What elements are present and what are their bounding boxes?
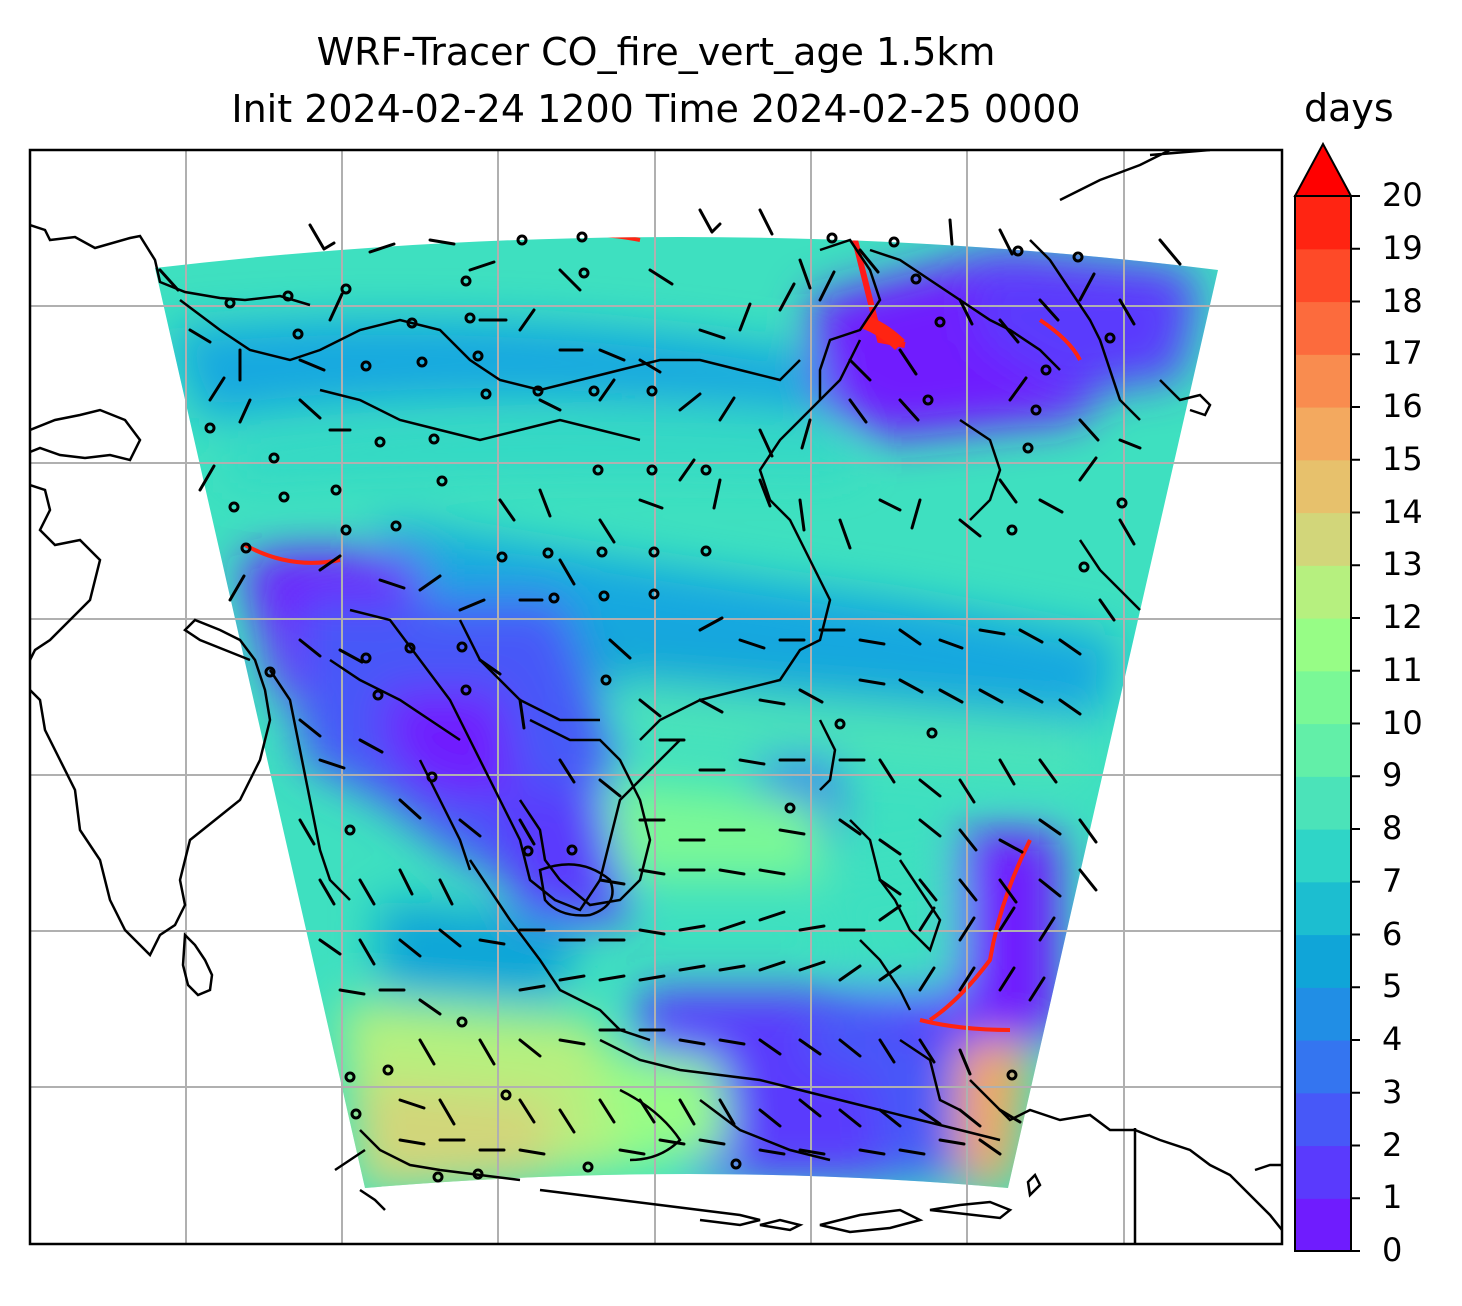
colorbar-segment (1295, 459, 1351, 514)
colorbar-tick-label: 9 (1382, 756, 1403, 795)
colorbar-tick-label: 2 (1382, 1125, 1403, 1164)
wind-barbs (158, 208, 1182, 1156)
colorbar-tick-label: 13 (1382, 545, 1423, 584)
colorbar-tick-label: 12 (1382, 598, 1423, 636)
chart-title-line1: WRF-Tracer CO_fire_vert_age 1.5km (316, 30, 996, 74)
colorbar-tick-label: 18 (1382, 281, 1423, 320)
chart-title-line2: Init 2024-02-24 1200 Time 2024-02-25 000… (231, 87, 1081, 131)
colorbar-segment (1295, 1198, 1351, 1252)
colorbar-tick-label: 1 (1382, 1178, 1403, 1217)
colorbar-segment (1295, 1040, 1351, 1094)
colorbar-tick-label: 3 (1382, 1072, 1403, 1111)
colorbar-segment (1295, 565, 1351, 619)
colorbar-segment (1295, 407, 1351, 461)
colorbar-label: days (1304, 86, 1394, 130)
colorbar-segment (1295, 881, 1351, 936)
colorbar-tick-label: 15 (1382, 439, 1423, 478)
colorbar-segment (1295, 512, 1351, 566)
colorbar-tick-label: 11 (1382, 650, 1423, 689)
colorbar-tick-label: 20 (1382, 176, 1423, 214)
colorbar-tick-label: 8 (1382, 809, 1403, 847)
colorbar-segment (1295, 354, 1351, 408)
calm-wind-circles (204, 231, 1128, 1183)
colorbar-segment (1295, 1145, 1351, 1199)
colorbar-extend-arrow (1293, 141, 1353, 197)
colorbar-segment (1295, 618, 1351, 672)
colorbar-tick-label: 16 (1382, 387, 1423, 425)
colorbar-tick-label: 5 (1382, 967, 1403, 1006)
colorbar-segment (1295, 301, 1351, 355)
colorbar-segment (1295, 723, 1351, 777)
coastlines (30, 150, 1282, 1244)
colorbar-tick-label: 14 (1382, 492, 1423, 531)
colorbar-segment (1295, 987, 1351, 1041)
colorbar-segment (1295, 196, 1351, 250)
colorbar-segment (1295, 934, 1351, 988)
colorbar-segment (1295, 829, 1351, 883)
colorbar-tick-label: 7 (1382, 861, 1403, 900)
tracer-field (155, 236, 1218, 1188)
colorbar-segment (1295, 1092, 1351, 1147)
colorbar-tick-label: 4 (1382, 1020, 1403, 1058)
colorbar-tick-label: 19 (1382, 228, 1423, 267)
colorbar (1293, 141, 1360, 1252)
colorbar-segment (1295, 776, 1351, 830)
colorbar-tick-label: 0 (1382, 1231, 1403, 1269)
colorbar-tick-label: 17 (1382, 334, 1423, 373)
colorbar-tick-label: 10 (1382, 703, 1423, 742)
colorbar-tick-label: 6 (1382, 914, 1403, 953)
map-frame (28, 148, 1284, 1246)
colorbar-segment (1295, 670, 1351, 725)
colorbar-segment (1295, 248, 1351, 303)
